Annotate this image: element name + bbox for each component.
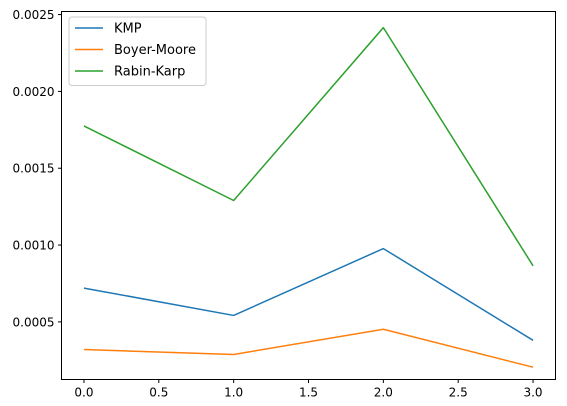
- y-tick-label: 0.0015: [13, 162, 55, 176]
- x-tick-label: 3.0: [523, 386, 542, 400]
- y-tick-label: 0.0010: [13, 239, 55, 253]
- x-tick-label: 2.0: [374, 386, 393, 400]
- x-tick-label: 0.5: [149, 386, 168, 400]
- x-tick-label: 1.5: [299, 386, 318, 400]
- legend: KMP Boyer-Moore Rabin-Karp: [68, 16, 207, 86]
- axes: 0.0 0.5 1.0 1.5 2.0 2.5 3.0 0.0005 0.0010 0.0015 0…: [13, 8, 543, 399]
- plot-frame: [61, 11, 556, 380]
- series-line-kmp: [83, 247, 534, 341]
- series-line-rabin-karp: [83, 26, 534, 267]
- series-line-boyer-moore: [83, 328, 534, 368]
- series-lines: [83, 26, 534, 368]
- legend-box: [68, 16, 207, 86]
- x-tick-label: 1.0: [224, 386, 243, 400]
- legend-label-kmp: KMP: [114, 22, 142, 37]
- x-tick-label: 2.5: [449, 386, 468, 400]
- legend-label-rabin-karp: Rabin-Karp: [114, 65, 185, 80]
- y-tick-label: 0.0020: [13, 85, 55, 99]
- y-tick-label: 0.0025: [13, 8, 55, 22]
- y-tick-label: 0.0005: [13, 315, 55, 329]
- x-tick-label: 0.0: [74, 386, 93, 400]
- legend-label-boyer-moore: Boyer-Moore: [114, 43, 196, 58]
